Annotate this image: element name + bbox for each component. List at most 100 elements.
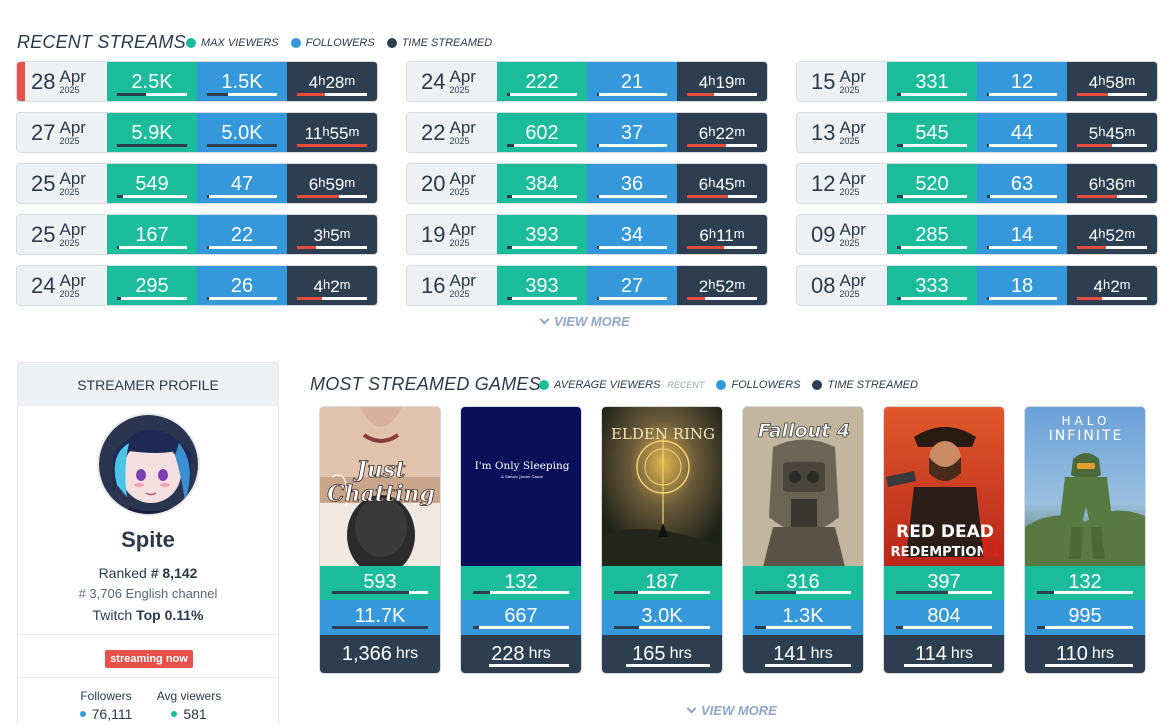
im-only-sleeping-cover[interactable]: I'm Only Sleeping A Simon Jones Game bbox=[461, 407, 581, 566]
games-view-more[interactable]: VIEW MORE bbox=[686, 703, 777, 718]
progress-fill bbox=[332, 591, 409, 595]
stream-followers-value: 47 bbox=[230, 173, 254, 195]
stream-row[interactable]: 28 Apr 2025 2.5K 1.5K 4 h 28 m bbox=[16, 61, 378, 102]
stream-year: 2025 bbox=[59, 238, 80, 248]
halo-infinite-cover[interactable]: HALO INFINITE bbox=[1025, 407, 1145, 566]
divider bbox=[18, 634, 278, 635]
stream-hours: 11 bbox=[304, 124, 323, 143]
stream-row[interactable]: 13 Apr 2025 545 44 5 h 45 m bbox=[796, 112, 1158, 153]
stream-month-year: Apr 2025 bbox=[59, 221, 85, 248]
progress-bar bbox=[297, 144, 367, 147]
progress-fill bbox=[1077, 93, 1108, 96]
progress-fill bbox=[507, 246, 512, 249]
stream-hours: 4 bbox=[308, 73, 319, 92]
stream-minutes: 52 bbox=[715, 277, 735, 296]
stream-year: 2025 bbox=[449, 187, 470, 197]
game-card[interactable]: RED DEAD REDEMPTION II 397 804 114 hrs bbox=[883, 406, 1005, 674]
progress-fill bbox=[207, 195, 210, 198]
stream-row[interactable]: 08 Apr 2025 333 18 4 h 2 m bbox=[796, 265, 1158, 306]
stream-year: 2025 bbox=[449, 136, 470, 146]
stream-row[interactable]: 22 Apr 2025 602 37 6 h 22 m bbox=[406, 112, 768, 153]
stream-month: Apr bbox=[839, 271, 866, 290]
game-hours-value: 1,366 bbox=[341, 643, 392, 666]
stream-max-viewers: 393 bbox=[497, 266, 587, 305]
progress-bar bbox=[207, 195, 277, 198]
stream-row[interactable]: 27 Apr 2025 5.9K 5.0K 11 h 55 m bbox=[16, 112, 378, 153]
game-card[interactable]: HALO INFINITE 132 995 110 hrs bbox=[1024, 406, 1146, 674]
stream-date: 16 Apr 2025 bbox=[407, 266, 497, 305]
hours-unit: hrs bbox=[810, 645, 833, 663]
red-dead-redemption-2-cover[interactable]: RED DEAD REDEMPTION II bbox=[884, 407, 1004, 566]
stream-day: 13 bbox=[811, 119, 836, 145]
progress-fill bbox=[597, 195, 600, 198]
stream-row[interactable]: 16 Apr 2025 393 27 2 h 52 m bbox=[406, 265, 768, 306]
progress-bar bbox=[507, 144, 577, 147]
svg-text:Just: Just bbox=[353, 457, 406, 483]
legend-dot-followers bbox=[716, 380, 727, 390]
progress-bar bbox=[614, 626, 710, 630]
stream-row[interactable]: 09 Apr 2025 285 14 4 h 52 m bbox=[796, 214, 1158, 255]
progress-fill bbox=[755, 591, 797, 595]
hours-unit: hrs bbox=[395, 645, 419, 663]
recent-streams-grid: 28 Apr 2025 2.5K 1.5K 4 h 28 m 24 Apr 2025 222 21 4 h 19… bbox=[16, 61, 1158, 306]
stream-row[interactable]: 25 Apr 2025 167 22 3 h 5 m bbox=[16, 214, 378, 255]
elden-ring-cover[interactable]: ELDEN RING bbox=[602, 407, 722, 566]
followers-dot bbox=[79, 711, 86, 717]
game-time-streamed: 114 hrs bbox=[884, 635, 1004, 673]
stream-month: Apr bbox=[449, 67, 476, 86]
progress-bar bbox=[687, 297, 757, 300]
legend-item-followers: FOLLOWERS bbox=[290, 37, 375, 49]
progress-fill bbox=[207, 246, 210, 249]
stream-followers: 34 bbox=[587, 215, 677, 254]
progress-fill bbox=[297, 144, 367, 147]
game-card[interactable]: ELDEN RING 187 3.0K 165 hrs bbox=[601, 406, 723, 674]
stream-row[interactable]: 20 Apr 2025 384 36 6 h 45 m bbox=[406, 163, 768, 204]
game-card[interactable]: I'm Only Sleeping A Simon Jones Game 132 66… bbox=[460, 406, 582, 674]
fallout-4-cover[interactable]: Fallout 4 bbox=[743, 407, 863, 566]
game-hours-value: 114 bbox=[914, 643, 947, 666]
progress-bar bbox=[897, 144, 967, 147]
minute-unit: m bbox=[1119, 277, 1131, 292]
game-hours-value: 228 bbox=[491, 643, 525, 666]
stream-date: 20 Apr 2025 bbox=[407, 164, 497, 203]
streamer-profile-header: STREAMER PROFILE bbox=[18, 363, 278, 406]
game-average-viewers-value: 132 bbox=[1068, 570, 1102, 593]
progress-fill bbox=[473, 664, 490, 668]
game-card[interactable]: Fallout 4 316 1.3K 141 hrs bbox=[742, 406, 864, 674]
stream-row[interactable]: 24 Apr 2025 295 26 4 h 2 m bbox=[16, 265, 378, 306]
game-card[interactable]: Just Chatting 593 11.7K 1,366 hrs bbox=[319, 406, 441, 674]
svg-text:Fallout 4: Fallout 4 bbox=[758, 420, 850, 442]
hour-unit: h bbox=[708, 175, 716, 190]
stream-month-year: Apr 2025 bbox=[449, 119, 475, 146]
game-average-viewers: 187 bbox=[602, 565, 722, 601]
stream-month-year: Apr 2025 bbox=[449, 221, 475, 248]
stream-row[interactable]: 19 Apr 2025 393 34 6 h 11 m bbox=[406, 214, 768, 255]
top-percent: Top 0.11% bbox=[136, 607, 204, 623]
avg-viewers-dot bbox=[171, 711, 178, 717]
stream-row[interactable]: 24 Apr 2025 222 21 4 h 19 m bbox=[406, 61, 768, 102]
hour-unit: h bbox=[1102, 277, 1111, 292]
stream-row[interactable]: 15 Apr 2025 331 12 4 h 58 m bbox=[796, 61, 1158, 102]
stream-row[interactable]: 25 Apr 2025 549 47 6 h 59 m bbox=[16, 163, 378, 204]
stream-followers: 1.5K bbox=[197, 62, 287, 101]
game-average-viewers-value: 316 bbox=[786, 570, 820, 593]
stream-month-year: Apr 2025 bbox=[59, 272, 85, 299]
recent-streams-view-more[interactable]: VIEW MORE bbox=[539, 314, 630, 329]
stream-followers-value: 1.5K bbox=[221, 71, 263, 93]
progress-fill bbox=[597, 144, 600, 147]
stream-max-viewers-value: 384 bbox=[525, 173, 559, 195]
minute-unit: m bbox=[1124, 226, 1136, 241]
stream-date: 08 Apr 2025 bbox=[797, 266, 887, 305]
progress-fill bbox=[1077, 195, 1117, 198]
hour-unit: h bbox=[1098, 175, 1106, 190]
stream-minutes: 58 bbox=[1105, 73, 1125, 92]
stream-year: 2025 bbox=[59, 187, 80, 197]
progress-fill bbox=[297, 246, 316, 249]
stream-time: 6 h 59 m bbox=[287, 164, 377, 203]
stream-year: 2025 bbox=[839, 85, 860, 95]
stream-row[interactable]: 12 Apr 2025 520 63 6 h 36 m bbox=[796, 163, 1158, 204]
just-chatting-cover[interactable]: Just Chatting bbox=[320, 407, 440, 566]
legend-dot-time-streamed bbox=[812, 380, 823, 390]
progress-fill bbox=[897, 297, 902, 300]
game-followers-value: 3.0K bbox=[641, 605, 683, 628]
